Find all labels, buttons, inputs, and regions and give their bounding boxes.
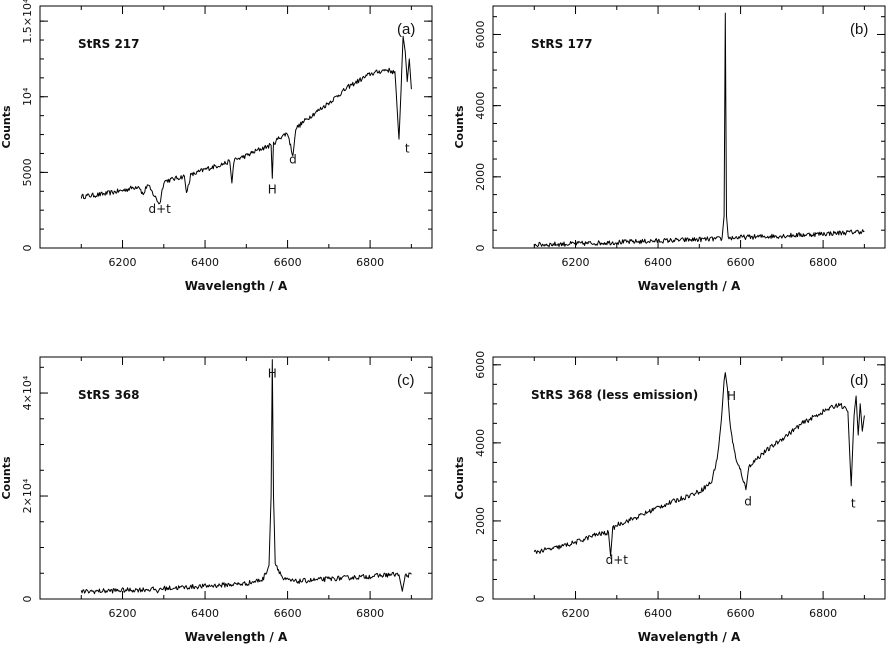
x-tick-label: 6200 bbox=[109, 607, 137, 620]
line-annotation: d+t bbox=[606, 553, 629, 567]
y-axis-title: Counts bbox=[453, 456, 466, 500]
panel-b: 6200 6400 6600 6800 0 2000 4000 6000 Wavelength … bbox=[453, 5, 886, 293]
y-tick-label: 6000 bbox=[474, 20, 487, 48]
line-annotation: H bbox=[268, 183, 277, 197]
y-tick-label: 0 bbox=[474, 245, 487, 252]
panel-letter: (c) bbox=[397, 372, 415, 389]
y-axis-title: Counts bbox=[0, 456, 13, 500]
y-tick-label: 5000 bbox=[21, 158, 34, 186]
y-tick-label: 4000 bbox=[474, 429, 487, 457]
line-annotation: d bbox=[744, 494, 752, 508]
star-name: StRS 368 bbox=[78, 388, 140, 402]
spectrum-line bbox=[533, 12, 865, 248]
spectrum-line bbox=[533, 372, 865, 557]
y-tick-label: 2000 bbox=[474, 507, 487, 535]
x-tick-label: 6200 bbox=[562, 256, 590, 269]
star-name: StRS 368 (less emission) bbox=[531, 388, 698, 402]
plot-frame bbox=[39, 5, 433, 249]
panel-letter: (b) bbox=[850, 21, 868, 38]
x-tick-label: 6400 bbox=[644, 256, 672, 269]
y-tick-label: 4000 bbox=[474, 92, 487, 120]
x-tick-label: 6600 bbox=[727, 256, 755, 269]
line-annotation: H bbox=[268, 367, 277, 381]
y-tick-label: 0 bbox=[21, 596, 34, 603]
panel-letter: (d) bbox=[850, 372, 868, 389]
panel-letter: (a) bbox=[397, 21, 415, 38]
y-tick-label: 0 bbox=[21, 245, 34, 252]
line-annotation: d bbox=[289, 152, 297, 166]
x-axis-title: Wavelength / A bbox=[638, 630, 741, 644]
x-tick-label: 6400 bbox=[644, 607, 672, 620]
y-axis-title: Counts bbox=[453, 105, 466, 149]
x-tick-label: 6800 bbox=[809, 256, 837, 269]
y-tick-label: 2×10⁴ bbox=[21, 478, 34, 513]
line-annotation: t bbox=[851, 496, 856, 510]
line-annotation: d+t bbox=[148, 202, 171, 216]
y-axis-title: Counts bbox=[0, 105, 13, 149]
x-axis-title: Wavelength / A bbox=[185, 630, 288, 644]
star-name: StRS 177 bbox=[531, 37, 593, 51]
y-tick-label: 4×10⁴ bbox=[21, 375, 34, 410]
x-tick-label: 6600 bbox=[727, 607, 755, 620]
y-tick-label: 2000 bbox=[474, 163, 487, 191]
plot-frame bbox=[492, 356, 886, 600]
x-tick-label: 6800 bbox=[356, 256, 384, 269]
y-tick-label: 10⁴ bbox=[21, 87, 34, 106]
x-tick-label: 6800 bbox=[356, 607, 384, 620]
plot-frame bbox=[39, 356, 433, 600]
y-tick-label: 0 bbox=[474, 596, 487, 603]
x-tick-label: 6800 bbox=[809, 607, 837, 620]
panel-a: 6200 6400 6600 6800 0 5000 10⁴ 1.5×10⁴ Wavelengt… bbox=[0, 0, 433, 293]
x-tick-label: 6600 bbox=[274, 256, 302, 269]
panel-d: 6200 6400 6600 6800 0 2000 4000 6000 Wavelength … bbox=[453, 351, 886, 644]
spectrum-line bbox=[80, 359, 412, 595]
x-tick-label: 6400 bbox=[191, 256, 219, 269]
x-tick-label: 6400 bbox=[191, 607, 219, 620]
star-name: StRS 217 bbox=[78, 37, 140, 51]
panel-c: 6200 6400 6600 6800 0 2×10⁴ 4×10⁴ Wavelength / … bbox=[0, 356, 433, 644]
y-tick-label: 6000 bbox=[474, 351, 487, 379]
spectrum-line bbox=[80, 35, 412, 205]
x-tick-label: 6200 bbox=[562, 607, 590, 620]
line-annotation: H bbox=[727, 389, 736, 403]
x-tick-label: 6200 bbox=[109, 256, 137, 269]
line-annotation: t bbox=[405, 142, 410, 156]
x-axis-title: Wavelength / A bbox=[185, 279, 288, 293]
plot-frame bbox=[492, 5, 886, 249]
x-tick-label: 6600 bbox=[274, 607, 302, 620]
x-axis-title: Wavelength / A bbox=[638, 279, 741, 293]
y-tick-label: 1.5×10⁴ bbox=[21, 0, 34, 44]
